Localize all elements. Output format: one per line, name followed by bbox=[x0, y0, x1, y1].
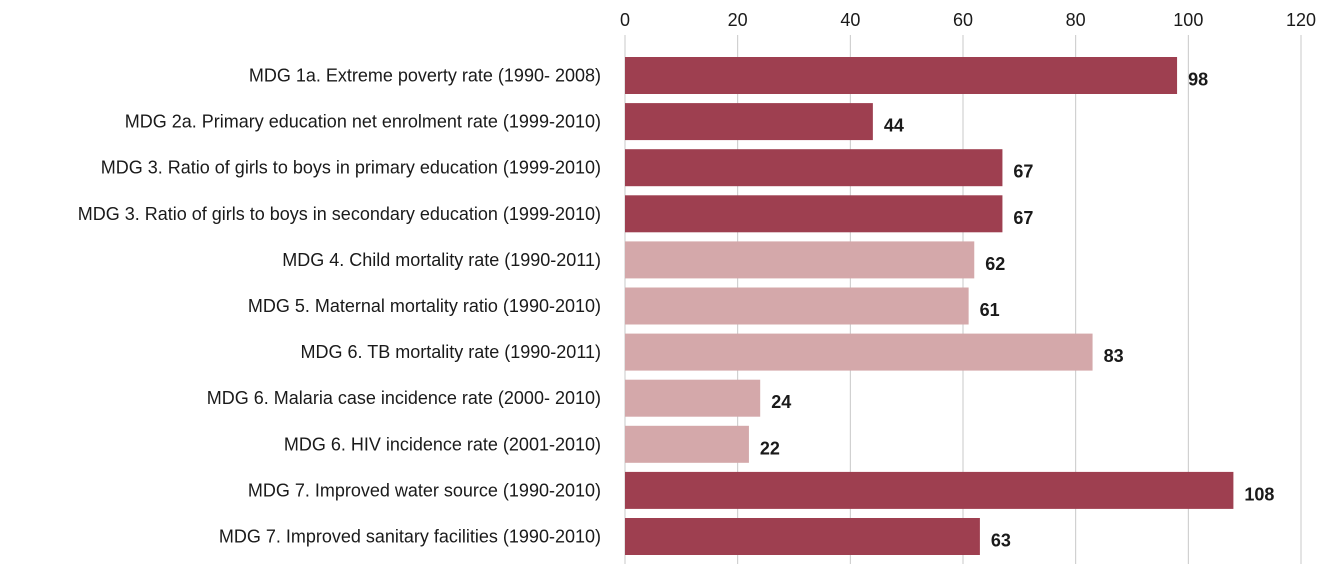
x-axis-ticks: 0 20 40 60 80 100 120 bbox=[620, 10, 1316, 30]
category-label: MDG 3. Ratio of girls to boys in seconda… bbox=[78, 204, 601, 224]
bar bbox=[625, 379, 761, 417]
category-label: MDG 7. Improved sanitary facilities (199… bbox=[219, 527, 601, 547]
data-label: 98 bbox=[1188, 70, 1208, 90]
data-label: 108 bbox=[1244, 484, 1274, 504]
data-label: 67 bbox=[1013, 208, 1033, 228]
category-label: MDG 5. Maternal mortality ratio (1990-20… bbox=[248, 296, 601, 316]
bar bbox=[625, 287, 969, 325]
bars bbox=[625, 57, 1234, 555]
x-tick-label: 120 bbox=[1286, 10, 1316, 30]
x-tick-label: 100 bbox=[1173, 10, 1203, 30]
data-label: 83 bbox=[1104, 346, 1124, 366]
data-label: 61 bbox=[980, 300, 1000, 320]
x-tick-label: 0 bbox=[620, 10, 630, 30]
category-label: MDG 6. HIV incidence rate (2001-2010) bbox=[284, 434, 601, 454]
category-label: MDG 2a. Primary education net enrolment … bbox=[125, 112, 601, 132]
bar bbox=[625, 471, 1234, 509]
bar bbox=[625, 195, 1003, 233]
category-labels: MDG 1a. Extreme poverty rate (1990- 2008… bbox=[78, 66, 601, 547]
x-tick-label: 40 bbox=[840, 10, 860, 30]
category-label: MDG 6. Malaria case incidence rate (2000… bbox=[207, 388, 601, 408]
x-tick-label: 60 bbox=[953, 10, 973, 30]
category-label: MDG 1a. Extreme poverty rate (1990- 2008… bbox=[249, 66, 601, 86]
x-tick-label: 20 bbox=[728, 10, 748, 30]
data-label: 62 bbox=[985, 254, 1005, 274]
data-label: 63 bbox=[991, 531, 1011, 551]
bar bbox=[625, 333, 1093, 371]
category-label: MDG 7. Improved water source (1990-2010) bbox=[248, 480, 601, 500]
bar bbox=[625, 103, 873, 141]
data-label: 67 bbox=[1013, 162, 1033, 182]
bar bbox=[625, 57, 1178, 94]
bar bbox=[625, 518, 980, 555]
x-tick-label: 80 bbox=[1066, 10, 1086, 30]
bar bbox=[625, 425, 749, 463]
bar bbox=[625, 149, 1003, 187]
data-label: 22 bbox=[760, 438, 780, 458]
category-label: MDG 3. Ratio of girls to boys in primary… bbox=[101, 158, 601, 178]
category-label: MDG 4. Child mortality rate (1990-2011) bbox=[282, 250, 601, 270]
data-labels: 98 44 67 67 62 61 83 24 22 108 63 bbox=[760, 70, 1275, 551]
category-label: MDG 6. TB mortality rate (1990-2011) bbox=[301, 342, 601, 362]
data-label: 44 bbox=[884, 116, 904, 136]
data-label: 24 bbox=[771, 392, 791, 412]
bar bbox=[625, 241, 975, 279]
